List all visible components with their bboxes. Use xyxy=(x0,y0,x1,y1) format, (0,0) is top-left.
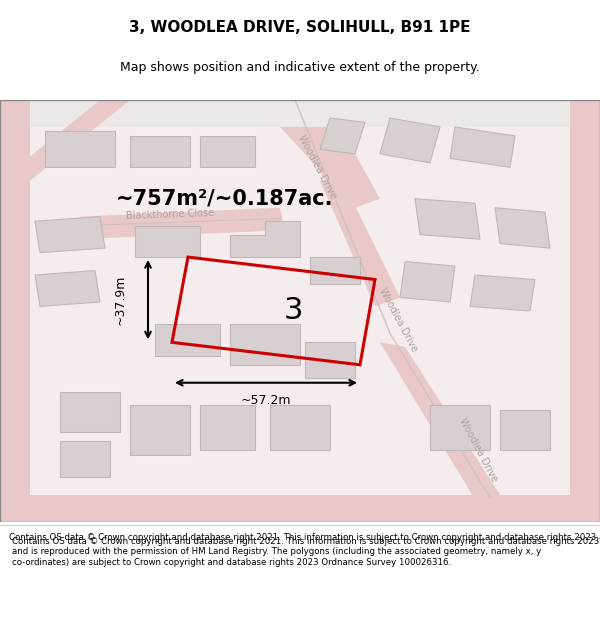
Polygon shape xyxy=(400,262,455,302)
Polygon shape xyxy=(470,275,535,311)
Polygon shape xyxy=(35,217,105,252)
Polygon shape xyxy=(155,324,220,356)
Polygon shape xyxy=(130,405,190,454)
Text: Woodlea Drive: Woodlea Drive xyxy=(377,286,419,354)
Polygon shape xyxy=(45,131,115,168)
Polygon shape xyxy=(0,495,600,522)
Text: 3: 3 xyxy=(284,296,304,326)
Text: Woodlea Drive: Woodlea Drive xyxy=(457,416,499,484)
Polygon shape xyxy=(500,409,550,450)
Polygon shape xyxy=(310,257,360,284)
Polygon shape xyxy=(380,118,440,163)
Polygon shape xyxy=(0,100,30,522)
Polygon shape xyxy=(60,441,110,477)
Polygon shape xyxy=(320,181,400,306)
Polygon shape xyxy=(380,342,500,499)
Polygon shape xyxy=(430,405,490,450)
Text: ~757m²/~0.187ac.: ~757m²/~0.187ac. xyxy=(116,189,334,209)
Polygon shape xyxy=(280,100,360,208)
Polygon shape xyxy=(80,208,285,239)
Polygon shape xyxy=(450,127,515,168)
Polygon shape xyxy=(415,199,480,239)
Polygon shape xyxy=(230,324,300,365)
Polygon shape xyxy=(0,100,130,181)
Polygon shape xyxy=(200,405,255,450)
Polygon shape xyxy=(135,226,200,257)
Text: Woodlea Drive: Woodlea Drive xyxy=(296,134,338,201)
Text: ~37.9m: ~37.9m xyxy=(113,274,127,325)
Polygon shape xyxy=(320,118,365,154)
Polygon shape xyxy=(280,127,380,208)
Text: Map shows position and indicative extent of the property.: Map shows position and indicative extent… xyxy=(120,61,480,74)
Text: Blackthorne Close: Blackthorne Close xyxy=(126,208,214,221)
Polygon shape xyxy=(570,100,600,522)
Polygon shape xyxy=(270,405,330,450)
Text: Contains OS data © Crown copyright and database right 2021. This information is : Contains OS data © Crown copyright and d… xyxy=(12,537,599,567)
Polygon shape xyxy=(60,392,120,432)
Text: Contains OS data © Crown copyright and database right 2021. This information is : Contains OS data © Crown copyright and d… xyxy=(9,533,600,542)
Polygon shape xyxy=(130,136,190,168)
Text: 3, WOODLEA DRIVE, SOLIHULL, B91 1PE: 3, WOODLEA DRIVE, SOLIHULL, B91 1PE xyxy=(129,21,471,36)
Polygon shape xyxy=(0,100,600,127)
Polygon shape xyxy=(495,208,550,248)
Polygon shape xyxy=(230,221,300,257)
Polygon shape xyxy=(305,342,355,378)
Polygon shape xyxy=(200,136,255,168)
Text: ~57.2m: ~57.2m xyxy=(241,394,291,408)
Polygon shape xyxy=(35,271,100,306)
